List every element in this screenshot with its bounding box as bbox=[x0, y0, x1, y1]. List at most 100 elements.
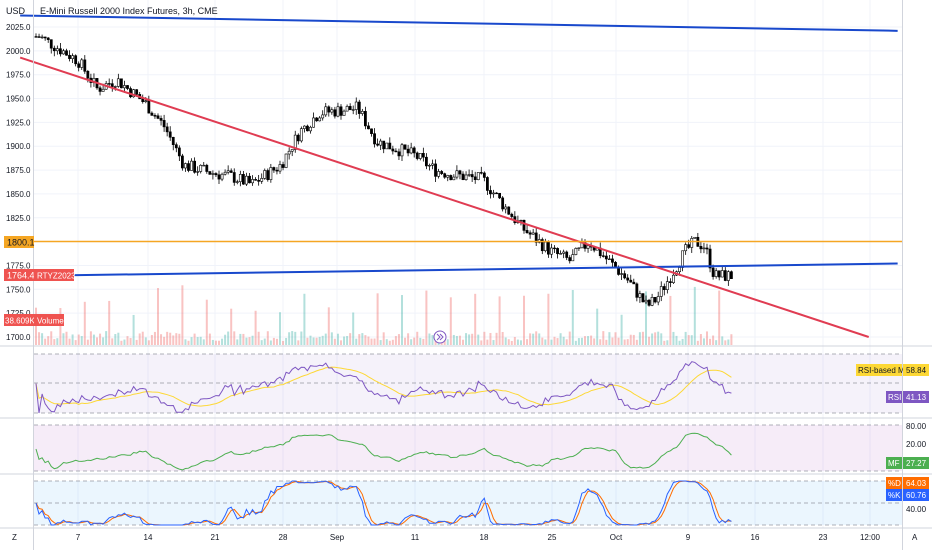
volume-bar bbox=[105, 331, 108, 345]
volume-bar bbox=[550, 339, 553, 345]
candle-body bbox=[546, 241, 550, 255]
volume-bar bbox=[157, 288, 159, 345]
volume-bar bbox=[102, 337, 105, 345]
candle-body bbox=[409, 147, 413, 154]
candle-body bbox=[165, 126, 169, 133]
volume-bar bbox=[132, 314, 135, 345]
stoch-k-value-badge bbox=[903, 489, 929, 501]
time-tick: 18 bbox=[480, 533, 489, 542]
volume-bar bbox=[693, 286, 696, 345]
stoch-d-badge bbox=[886, 477, 902, 489]
volume-bar bbox=[117, 332, 120, 345]
candle-body bbox=[507, 206, 511, 215]
candle-body bbox=[428, 164, 431, 167]
volume-bar bbox=[364, 335, 367, 345]
volume-bar bbox=[696, 340, 699, 345]
volume-bar bbox=[608, 332, 611, 345]
volume-bar bbox=[407, 333, 410, 345]
volume-bar bbox=[373, 338, 376, 345]
volume-bar bbox=[379, 340, 382, 345]
volume-bar bbox=[80, 336, 83, 345]
volume-bar bbox=[275, 338, 278, 345]
candle-body bbox=[495, 192, 498, 195]
candle-body bbox=[693, 236, 697, 239]
volume-bar bbox=[178, 333, 181, 345]
last-price-badge bbox=[4, 269, 34, 281]
volume-bar bbox=[477, 334, 480, 345]
candle-body bbox=[208, 171, 212, 175]
volume-bar bbox=[89, 331, 92, 345]
candle-body bbox=[702, 247, 706, 250]
candle-body bbox=[55, 48, 59, 52]
volume-bar bbox=[318, 336, 321, 345]
rsi-band bbox=[34, 354, 902, 413]
candle-body bbox=[415, 152, 419, 159]
candle-body bbox=[370, 128, 373, 134]
volume-bar bbox=[56, 338, 59, 345]
trendlines[interactable] bbox=[19, 14, 902, 338]
volume-bar bbox=[147, 340, 150, 345]
candle-body bbox=[617, 267, 620, 275]
volume-bar bbox=[562, 336, 565, 345]
volume-bar bbox=[269, 340, 272, 345]
go-to-realtime-icon[interactable] bbox=[433, 330, 447, 344]
candle-body bbox=[147, 100, 151, 114]
indicator-dashed-levels bbox=[34, 353, 902, 526]
candle-body bbox=[345, 106, 349, 112]
candle-body bbox=[604, 255, 608, 260]
candle-body bbox=[80, 59, 84, 68]
candle-body bbox=[116, 78, 120, 87]
volume-bar bbox=[492, 340, 495, 345]
candle-body bbox=[543, 241, 547, 252]
volume-bar bbox=[498, 296, 501, 345]
symbol-badge bbox=[34, 269, 74, 281]
candle-body bbox=[403, 144, 407, 150]
volume-bar bbox=[196, 337, 199, 345]
candle-body bbox=[565, 251, 569, 258]
volume-value-text: 38.609K bbox=[5, 317, 35, 326]
candle-body bbox=[284, 153, 288, 168]
volume-bar bbox=[324, 333, 327, 345]
rsi-ma-value-badge bbox=[903, 364, 929, 376]
volume-bar bbox=[416, 331, 419, 345]
candle-body bbox=[601, 255, 605, 257]
candle-body bbox=[489, 190, 492, 195]
volume-bar bbox=[111, 338, 114, 345]
volume-bar bbox=[641, 331, 644, 345]
stoch-d-label: %D bbox=[888, 479, 901, 488]
candle-body bbox=[363, 111, 367, 127]
candle-body bbox=[424, 156, 428, 167]
candle-body bbox=[126, 85, 129, 89]
volume-bar bbox=[590, 335, 593, 345]
volume-bar bbox=[657, 331, 660, 345]
volume-bar bbox=[272, 337, 275, 345]
candle-body bbox=[120, 78, 123, 89]
candle-body bbox=[684, 244, 688, 252]
volume-value-badge bbox=[4, 314, 34, 326]
candle-body bbox=[336, 106, 340, 117]
candle-body bbox=[367, 125, 370, 130]
symbol-badge-text: RTYZ2023 bbox=[37, 272, 76, 281]
candle-body bbox=[519, 219, 523, 222]
price-tick: 1750.0 bbox=[6, 285, 31, 294]
volume-bar bbox=[684, 331, 687, 345]
candle-body bbox=[711, 267, 715, 277]
volume-bar bbox=[297, 340, 300, 345]
volume-bar bbox=[71, 334, 74, 345]
candle-body bbox=[641, 293, 645, 303]
auto-scale-button[interactable]: A bbox=[912, 533, 918, 542]
candle-body bbox=[388, 142, 392, 150]
candle-body bbox=[299, 128, 303, 142]
volume-bar bbox=[175, 333, 178, 345]
candle-body bbox=[58, 48, 62, 55]
volume-bar bbox=[327, 307, 330, 345]
candle-body bbox=[205, 164, 209, 172]
stoch-d-value: 64.03 bbox=[906, 479, 927, 488]
volume-bar bbox=[279, 312, 281, 345]
volume-bar bbox=[114, 334, 117, 345]
stoch-tick-40: 40.00 bbox=[906, 505, 927, 514]
candle-body bbox=[193, 160, 197, 173]
timezone-button[interactable]: Z bbox=[12, 533, 17, 542]
volume-bar bbox=[672, 331, 675, 345]
